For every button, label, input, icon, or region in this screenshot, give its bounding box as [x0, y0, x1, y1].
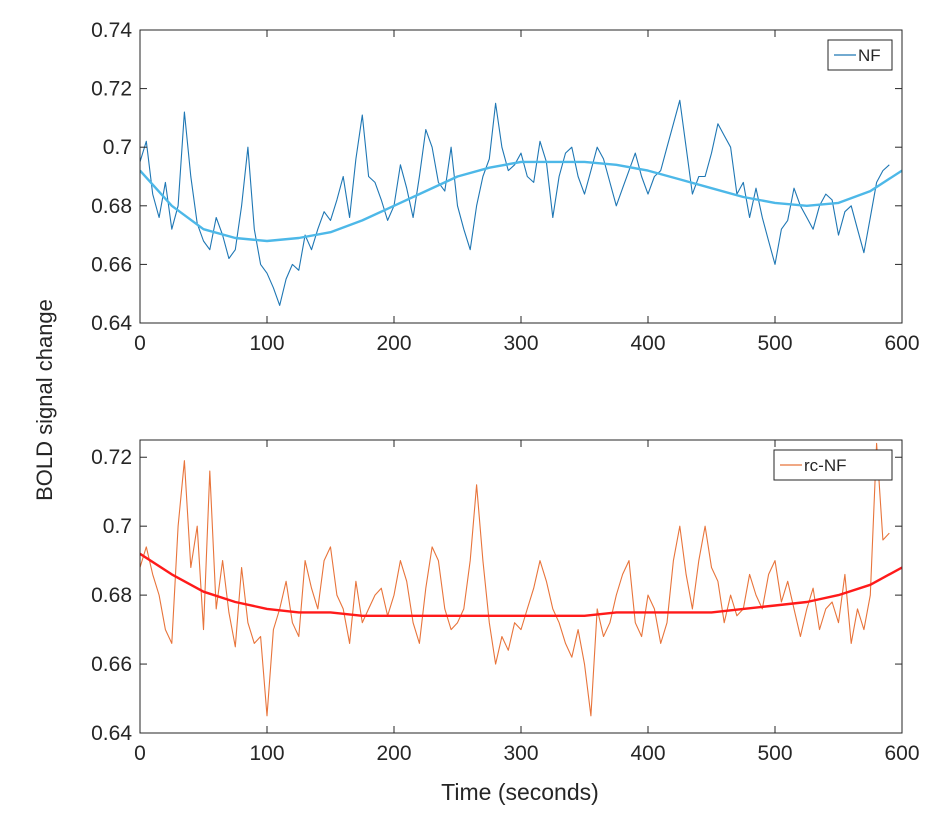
x-tick-label: 300	[503, 332, 538, 355]
x-tick-label: 100	[249, 332, 284, 355]
y-tick-label: 0.7	[103, 515, 132, 538]
y-tick-label: 0.64	[91, 722, 132, 745]
plot-panel-1: 0 100 200 300 400 500 600 0.64 0.66 0.68 0.7 0.72 0.…	[91, 19, 919, 355]
y-tick-label: 0.68	[91, 195, 132, 218]
x-tick-label: 0	[134, 332, 146, 355]
y-tick-label: 0.66	[91, 253, 132, 276]
y-tick-label: 0.68	[91, 584, 132, 607]
x-tick-label: 100	[249, 742, 284, 765]
x-tick-label: 400	[630, 332, 665, 355]
y-tick-label: 0.64	[91, 312, 132, 335]
y-tick-label: 0.74	[91, 19, 132, 42]
legend: NF	[827, 39, 893, 71]
axes-box	[139, 439, 903, 734]
fit-curve	[140, 552, 902, 617]
x-tick-label: 400	[630, 742, 665, 765]
x-tick-label: 0	[134, 742, 146, 765]
y-tick-label: 0.66	[91, 653, 132, 676]
x-tick-label: 500	[757, 332, 792, 355]
plot-panel-2: 0 100 200 300 400 500 600 0.64 0.66 0.68 0.7 0.72 rc…	[91, 439, 920, 765]
legend-label: rc-NF	[804, 456, 846, 475]
x-axis-label: Time (seconds)	[441, 779, 599, 805]
x-tick-label: 200	[376, 742, 411, 765]
legend: rc-NF	[773, 449, 893, 481]
legend-label: NF	[858, 46, 881, 65]
fit-curve	[140, 160, 902, 243]
series-line-NF	[140, 99, 890, 306]
x-tick-label: 600	[884, 742, 919, 765]
axes-box	[139, 29, 903, 324]
y-tick-label: 0.72	[91, 78, 132, 101]
x-tick-label: 300	[503, 742, 538, 765]
x-tick-label: 600	[884, 332, 919, 355]
y-axis-label: BOLD signal change	[32, 299, 57, 501]
x-tick-label: 500	[757, 742, 792, 765]
series-line-rc-NF	[140, 442, 890, 717]
x-tick-label: 200	[376, 332, 411, 355]
y-tick-label: 0.7	[103, 136, 132, 159]
y-tick-label: 0.72	[91, 446, 132, 469]
